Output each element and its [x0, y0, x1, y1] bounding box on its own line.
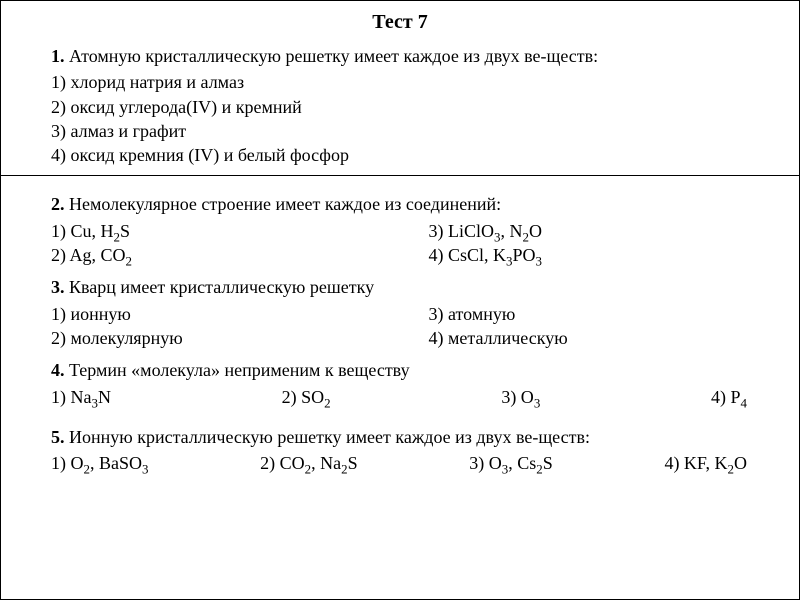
- q4-text: 4. Термин «молекула» неприменим к вещест…: [23, 358, 777, 382]
- q4-body: Термин «молекула» неприменим к веществу: [65, 360, 410, 380]
- q3-body: Кварц имеет кристаллическую решетку: [65, 277, 375, 297]
- q1-text: 1. Атомную кристаллическую решетку имеет…: [23, 44, 777, 68]
- q1-opt-3: 3) алмаз и графит: [51, 119, 777, 143]
- q5-opt-4: 4) KF, K2O: [664, 451, 747, 475]
- q1-options: 1) хлорид натрия и алмаз 2) оксид углеро…: [23, 70, 777, 167]
- q1-opt-2: 2) оксид углерода(IV) и кремний: [51, 95, 777, 119]
- q4-opt-1: 1) Na3N: [51, 385, 111, 409]
- q4-opt-3: 3) O3: [501, 385, 540, 409]
- q5-opt-2: 2) CO2, Na2S: [260, 451, 357, 475]
- section-bottom: 2. Немолекулярное строение имеет каждое …: [1, 176, 799, 485]
- q3-text: 3. Кварц имеет кристаллическую решетку: [23, 275, 777, 299]
- q3-opt-3: 3) атомную: [429, 302, 777, 326]
- q1-opt-4: 4) оксид кремния (IV) и белый фосфор: [51, 143, 777, 167]
- q2-body: Немолекулярное строение имеет каждое из …: [65, 194, 502, 214]
- q3-colB: 3) атомную 4) металлическую: [429, 302, 777, 351]
- q5-text: 5. Ионную кристаллическую решетку имеет …: [23, 425, 777, 449]
- q5-opt-3: 3) O3, Cs2S: [469, 451, 553, 475]
- q2-num: 2.: [51, 194, 65, 214]
- q4-block: 4. Термин «молекула» неприменим к вещест…: [23, 358, 777, 409]
- q3-colA: 1) ионную 2) молекулярную: [51, 302, 429, 351]
- q2-opt-4: 4) CsCl, K3PO3: [429, 243, 777, 267]
- q3-opt-4: 4) металлическую: [429, 326, 777, 350]
- test-title: Тест 7: [23, 11, 777, 34]
- q2-opt-1: 1) Cu, H2S: [51, 219, 429, 243]
- q4-options: 1) Na3N 2) SO2 3) O3 4) P4: [23, 385, 777, 409]
- q4-opt-4: 4) P4: [711, 385, 747, 409]
- q5-body: Ионную кристаллическую решетку имеет каж…: [65, 427, 590, 447]
- q5-options: 1) O2, BaSO3 2) CO2, Na2S 3) O3, Cs2S 4)…: [23, 451, 777, 475]
- q1-body: Атомную кристаллическую решетку имеет ка…: [65, 46, 599, 66]
- q3-options: 1) ионную 2) молекулярную 3) атомную 4) …: [23, 302, 777, 351]
- q1-num: 1.: [51, 46, 65, 66]
- q4-opt-2: 2) SO2: [282, 385, 331, 409]
- q3-opt-2: 2) молекулярную: [51, 326, 429, 350]
- q2-colA: 1) Cu, H2S 2) Ag, CO2: [51, 219, 429, 268]
- q3-block: 3. Кварц имеет кристаллическую решетку 1…: [23, 275, 777, 350]
- q3-opt-1: 1) ионную: [51, 302, 429, 326]
- test-page: Тест 7 1. Атомную кристаллическую решетк…: [0, 0, 800, 600]
- q5-block: 5. Ионную кристаллическую решетку имеет …: [23, 425, 777, 476]
- q3-num: 3.: [51, 277, 65, 297]
- q2-options: 1) Cu, H2S 2) Ag, CO2 3) LiClO3, N2O 4) …: [23, 219, 777, 268]
- q2-opt-2: 2) Ag, CO2: [51, 243, 429, 267]
- q2-block: 2. Немолекулярное строение имеет каждое …: [23, 192, 777, 267]
- q5-opt-1: 1) O2, BaSO3: [51, 451, 148, 475]
- q2-colB: 3) LiClO3, N2O 4) CsCl, K3PO3: [429, 219, 777, 268]
- q1-opt-1: 1) хлорид натрия и алмаз: [51, 70, 777, 94]
- q4-num: 4.: [51, 360, 65, 380]
- section-top: Тест 7 1. Атомную кристаллическую решетк…: [1, 1, 799, 176]
- q2-opt-3: 3) LiClO3, N2O: [429, 219, 777, 243]
- q2-text: 2. Немолекулярное строение имеет каждое …: [23, 192, 777, 216]
- q5-num: 5.: [51, 427, 65, 447]
